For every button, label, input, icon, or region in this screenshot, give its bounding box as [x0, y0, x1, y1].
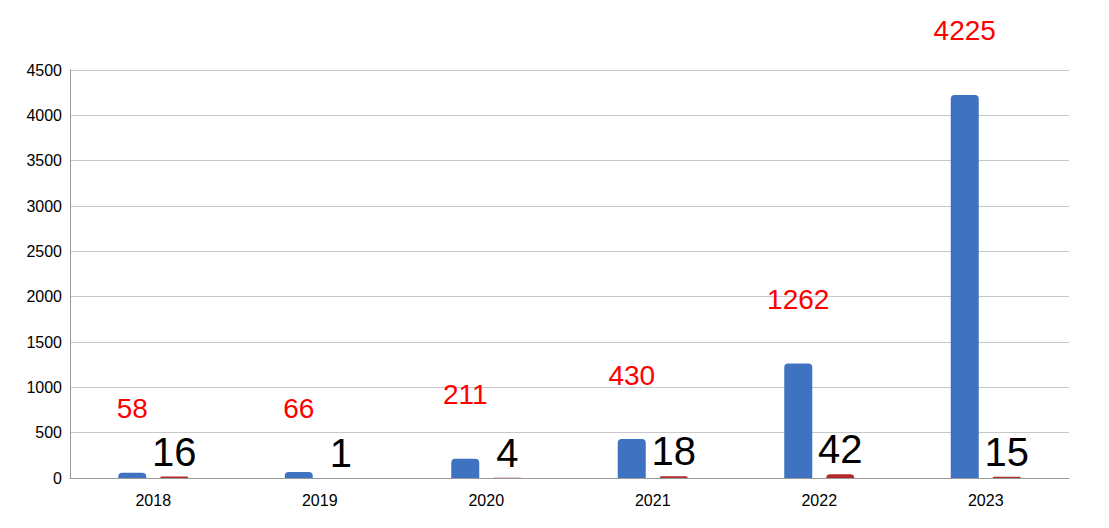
svg-text:211: 211	[443, 379, 488, 410]
svg-text:4500: 4500	[26, 62, 62, 79]
svg-text:2000: 2000	[26, 288, 62, 305]
svg-text:15: 15	[985, 430, 1030, 474]
svg-text:430: 430	[608, 360, 655, 391]
svg-text:2020: 2020	[468, 492, 504, 509]
svg-text:2023: 2023	[968, 492, 1004, 509]
svg-text:66: 66	[283, 393, 314, 424]
svg-text:58: 58	[117, 393, 148, 424]
svg-text:2500: 2500	[26, 243, 62, 260]
svg-text:2022: 2022	[801, 492, 837, 509]
svg-text:2021: 2021	[635, 492, 671, 509]
svg-text:0: 0	[53, 470, 62, 487]
svg-text:42: 42	[818, 427, 863, 471]
svg-text:1500: 1500	[26, 334, 62, 351]
svg-text:3000: 3000	[26, 198, 62, 215]
svg-text:1: 1	[330, 431, 352, 475]
svg-text:1262: 1262	[767, 284, 829, 315]
svg-text:500: 500	[35, 424, 62, 441]
svg-text:4000: 4000	[26, 107, 62, 124]
svg-text:18: 18	[652, 429, 697, 473]
svg-text:4225: 4225	[934, 15, 996, 46]
svg-text:2018: 2018	[135, 492, 171, 509]
svg-text:16: 16	[152, 430, 197, 474]
svg-text:2019: 2019	[302, 492, 338, 509]
svg-text:4: 4	[496, 431, 518, 475]
svg-text:1000: 1000	[26, 379, 62, 396]
svg-text:3500: 3500	[26, 152, 62, 169]
